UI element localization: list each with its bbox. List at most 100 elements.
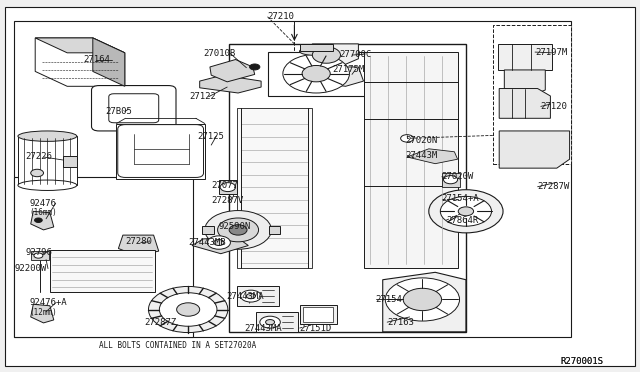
Bar — [14, 177, 193, 337]
Text: R270001S: R270001S — [560, 357, 603, 366]
Text: 27864R: 27864R — [446, 216, 478, 225]
FancyBboxPatch shape — [118, 125, 204, 177]
Text: 27287W: 27287W — [538, 182, 570, 191]
Polygon shape — [312, 44, 358, 67]
Circle shape — [385, 278, 460, 321]
Text: 27197M: 27197M — [535, 48, 567, 57]
Text: 27280: 27280 — [125, 237, 152, 246]
Text: R270001S: R270001S — [560, 357, 603, 366]
Polygon shape — [383, 272, 466, 332]
Text: 27164: 27164 — [83, 55, 110, 64]
Circle shape — [458, 207, 474, 216]
Circle shape — [207, 236, 230, 249]
Text: 27287Z: 27287Z — [145, 318, 177, 327]
Polygon shape — [35, 38, 125, 53]
Ellipse shape — [18, 180, 77, 190]
Circle shape — [214, 240, 224, 246]
Circle shape — [246, 294, 255, 299]
Ellipse shape — [300, 47, 333, 55]
Text: 27443MA: 27443MA — [244, 324, 282, 333]
Circle shape — [220, 183, 236, 192]
Text: 27287V: 27287V — [211, 196, 243, 205]
Circle shape — [34, 253, 43, 258]
Text: (16mm): (16mm) — [29, 208, 57, 217]
Circle shape — [31, 169, 44, 177]
FancyBboxPatch shape — [109, 94, 159, 123]
Circle shape — [218, 218, 259, 242]
Circle shape — [312, 47, 340, 63]
Bar — [364, 52, 458, 268]
Circle shape — [148, 286, 228, 333]
Text: 27B05: 27B05 — [106, 107, 132, 116]
Text: 27122: 27122 — [189, 92, 216, 101]
Bar — [50, 250, 155, 292]
Text: 92796: 92796 — [26, 248, 52, 257]
Polygon shape — [312, 67, 364, 86]
Text: 27700C: 27700C — [339, 50, 371, 59]
Bar — [63, 156, 77, 167]
Bar — [31, 251, 49, 260]
Circle shape — [177, 303, 200, 316]
Text: 92476: 92476 — [29, 199, 56, 208]
Bar — [442, 173, 460, 187]
Polygon shape — [118, 235, 159, 256]
Text: 27120: 27120 — [541, 102, 568, 111]
Circle shape — [266, 320, 275, 325]
Circle shape — [401, 135, 413, 142]
Circle shape — [283, 54, 349, 93]
Bar — [269, 226, 280, 234]
Circle shape — [403, 288, 442, 311]
Bar — [237, 286, 279, 306]
Circle shape — [241, 290, 261, 302]
Polygon shape — [210, 60, 255, 82]
Polygon shape — [499, 89, 550, 118]
Polygon shape — [31, 304, 54, 323]
Circle shape — [444, 176, 458, 184]
Circle shape — [229, 225, 247, 235]
Circle shape — [35, 218, 42, 222]
Polygon shape — [504, 70, 545, 96]
Text: ALL BOLTS CONTAINED IN A SET27020A: ALL BOLTS CONTAINED IN A SET27020A — [99, 341, 257, 350]
Text: 27020W: 27020W — [442, 172, 474, 181]
Polygon shape — [200, 75, 261, 93]
Text: 27443MB: 27443MB — [188, 238, 226, 247]
Bar — [256, 312, 298, 332]
Bar — [202, 226, 214, 234]
Circle shape — [250, 64, 260, 70]
Text: 27154: 27154 — [376, 295, 403, 304]
Bar — [268, 52, 365, 96]
Text: 27226: 27226 — [26, 153, 52, 161]
Text: 27210: 27210 — [268, 12, 294, 21]
Bar — [18, 136, 77, 185]
Bar — [116, 124, 205, 179]
Text: 27010B: 27010B — [204, 49, 236, 58]
Text: 27020N: 27020N — [406, 136, 438, 145]
Bar — [237, 108, 312, 268]
Text: 27154+A: 27154+A — [442, 194, 479, 203]
FancyBboxPatch shape — [92, 86, 176, 131]
Bar — [300, 44, 333, 51]
Text: 27151D: 27151D — [300, 324, 332, 333]
Bar — [219, 180, 237, 194]
Bar — [493, 25, 571, 164]
Bar — [300, 305, 337, 324]
Bar — [303, 307, 333, 322]
Text: 92200W: 92200W — [14, 264, 46, 273]
Polygon shape — [31, 211, 54, 230]
Polygon shape — [498, 44, 552, 70]
Polygon shape — [407, 149, 458, 164]
Circle shape — [440, 196, 492, 226]
Ellipse shape — [18, 131, 77, 141]
Text: (12mm): (12mm) — [29, 308, 57, 317]
Polygon shape — [229, 44, 466, 332]
Polygon shape — [499, 131, 570, 168]
Text: 27077: 27077 — [211, 182, 238, 190]
Text: 92476+A: 92476+A — [29, 298, 67, 307]
Polygon shape — [192, 238, 248, 254]
Circle shape — [159, 293, 217, 326]
Circle shape — [260, 316, 280, 328]
Circle shape — [302, 65, 330, 82]
Text: 27125: 27125 — [197, 132, 224, 141]
Text: 27175M: 27175M — [332, 65, 364, 74]
Polygon shape — [35, 38, 125, 86]
